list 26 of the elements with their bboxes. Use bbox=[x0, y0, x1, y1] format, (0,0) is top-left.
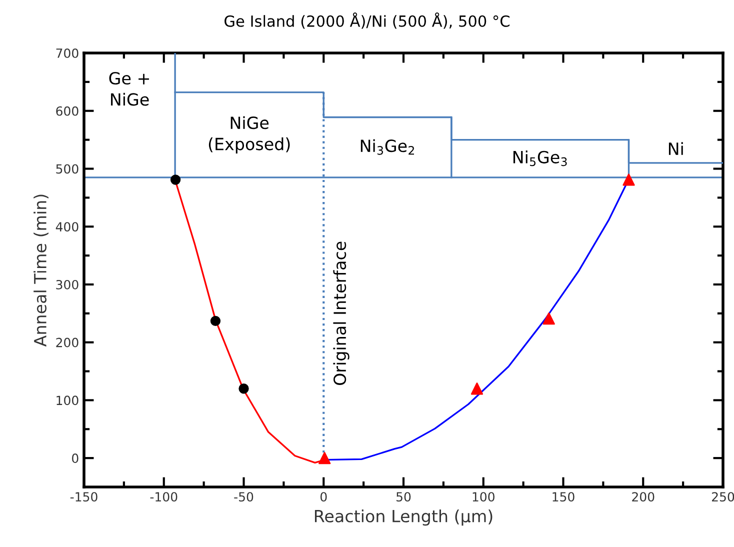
y-tick-label: 600 bbox=[56, 106, 78, 116]
y-tick-label: 500 bbox=[56, 164, 78, 174]
x-tick-label: -100 bbox=[150, 492, 178, 502]
y-tick-label: 100 bbox=[56, 396, 78, 406]
chart-title: Ge Island (2000 Å)/Ni (500 Å), 500 °C bbox=[224, 12, 510, 29]
x-axis-title: Reaction Length (μm) bbox=[314, 510, 492, 526]
annotation: NiGe (Exposed) bbox=[208, 116, 290, 154]
ref-line-label: Original Interface bbox=[333, 242, 350, 386]
y-tick-label: 0 bbox=[72, 454, 78, 463]
x-tick-label: 250 bbox=[712, 492, 734, 502]
x-tick-label: 150 bbox=[552, 492, 574, 502]
y-tick-label: 200 bbox=[56, 338, 78, 348]
annotation: Ni bbox=[668, 142, 683, 155]
y-tick-label: 700 bbox=[56, 48, 78, 58]
annotation: Ge + NiGe bbox=[109, 72, 149, 106]
x-tick-label: 50 bbox=[396, 492, 411, 502]
y-tick-label: 400 bbox=[56, 222, 78, 232]
annotation: Ni$_{3}$Ge$_{2}$ bbox=[360, 139, 414, 155]
x-tick-label: 0 bbox=[320, 492, 327, 502]
annotation: Ni$_{5}$Ge$_{3}$ bbox=[513, 150, 567, 166]
y-tick-label: 300 bbox=[56, 280, 78, 290]
x-tick-label: 100 bbox=[472, 492, 494, 502]
y-axis-title: Anneal Time (min) bbox=[34, 194, 48, 347]
x-tick-label: -150 bbox=[70, 492, 98, 502]
x-tick-label: -50 bbox=[234, 492, 254, 502]
x-tick-label: 200 bbox=[632, 492, 654, 502]
